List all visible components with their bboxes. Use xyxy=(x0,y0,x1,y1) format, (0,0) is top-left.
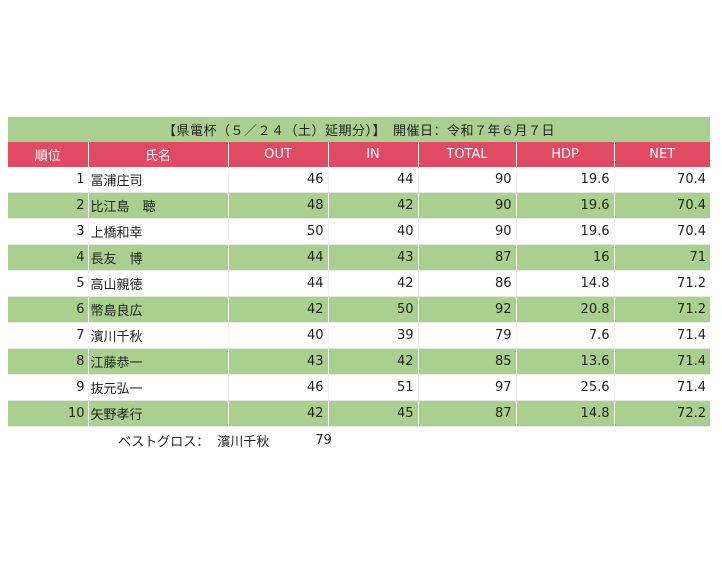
in-cell: 44 xyxy=(328,167,419,193)
rank-cell: 5 xyxy=(8,270,89,297)
total-cell: 90 xyxy=(418,192,517,219)
name-cell: 長友 博 xyxy=(88,244,229,271)
out-cell: 48 xyxy=(228,192,329,219)
rank-cell: 6 xyxy=(8,296,89,323)
header-hdp: HDP xyxy=(516,142,615,167)
name-cell: 上橋和幸 xyxy=(88,218,229,245)
in-cell: 39 xyxy=(328,322,419,349)
rank-cell: 1 xyxy=(8,167,89,193)
best-gross-name: 濱川千秋 xyxy=(217,435,270,450)
header-out: OUT xyxy=(228,142,329,167)
table-row: 9 抜元弘一 46 51 97 25.6 71.4 xyxy=(8,374,710,401)
total-cell: 86 xyxy=(418,270,517,297)
best-gross-score: 79 xyxy=(315,433,332,448)
out-cell: 44 xyxy=(228,270,329,297)
out-cell: 44 xyxy=(228,244,329,271)
header-row: 順位 氏名 OUT IN TOTAL HDP NET xyxy=(8,142,710,167)
total-cell: 92 xyxy=(418,296,517,323)
rank-cell: 3 xyxy=(8,218,89,245)
rank-cell: 10 xyxy=(8,400,89,427)
hdp-cell: 16 xyxy=(516,244,615,271)
name-cell: 高山親徳 xyxy=(88,270,229,297)
hdp-cell: 19.6 xyxy=(516,192,615,219)
table-row: 7 濱川千秋 40 39 79 7.6 71.4 xyxy=(8,322,710,349)
in-cell: 42 xyxy=(328,270,419,297)
total-cell: 79 xyxy=(418,322,517,349)
table-row: 4 長友 博 44 43 87 16 71 xyxy=(8,244,710,271)
name-cell: 幣島良広 xyxy=(88,296,229,323)
rank-cell: 2 xyxy=(8,192,89,219)
net-cell: 71 xyxy=(614,244,710,271)
table-row: 3 上橋和幸 50 40 90 19.6 70.4 xyxy=(8,218,710,245)
net-cell: 72.2 xyxy=(614,400,710,427)
table-row: 5 高山親徳 44 42 86 14.8 71.2 xyxy=(8,270,710,297)
out-cell: 43 xyxy=(228,348,329,375)
header-net: NET xyxy=(614,142,710,167)
hdp-cell: 13.6 xyxy=(516,348,615,375)
best-gross-label: ベストグロス： xyxy=(118,435,210,450)
in-cell: 45 xyxy=(328,400,419,427)
hdp-cell: 19.6 xyxy=(516,167,615,193)
total-cell: 85 xyxy=(418,348,517,375)
net-cell: 70.4 xyxy=(614,218,710,245)
in-cell: 51 xyxy=(328,374,419,401)
in-cell: 43 xyxy=(328,244,419,271)
out-cell: 40 xyxy=(228,322,329,349)
header-rank: 順位 xyxy=(8,142,89,167)
rank-cell: 4 xyxy=(8,244,89,271)
hdp-cell: 14.8 xyxy=(516,270,615,297)
results-table: 順位 氏名 OUT IN TOTAL HDP NET 1 冨浦庄司 46 44 … xyxy=(8,142,710,427)
table-row: 8 江藤恭一 43 42 85 13.6 71.4 xyxy=(8,348,710,375)
table-row: 2 比江島 聴 48 42 90 19.6 70.4 xyxy=(8,192,710,219)
out-cell: 42 xyxy=(228,296,329,323)
name-cell: 江藤恭一 xyxy=(88,348,229,375)
net-cell: 71.2 xyxy=(614,296,710,323)
table-row: 1 冨浦庄司 46 44 90 19.6 70.4 xyxy=(8,167,710,193)
hdp-cell: 7.6 xyxy=(516,322,615,349)
name-cell: 比江島 聴 xyxy=(88,192,229,219)
out-cell: 42 xyxy=(228,400,329,427)
name-cell: 濱川千秋 xyxy=(88,322,229,349)
in-cell: 50 xyxy=(328,296,419,323)
sheet-title: 【県電杯（５／２４（土）延期分）】 開催日：令和７年６月７日 xyxy=(8,117,710,142)
net-cell: 70.4 xyxy=(614,167,710,193)
net-cell: 71.4 xyxy=(614,374,710,401)
in-cell: 42 xyxy=(328,192,419,219)
hdp-cell: 25.6 xyxy=(516,374,615,401)
rank-cell: 9 xyxy=(8,374,89,401)
hdp-cell: 14.8 xyxy=(516,400,615,427)
in-cell: 42 xyxy=(328,348,419,375)
net-cell: 71.2 xyxy=(614,270,710,297)
total-cell: 87 xyxy=(418,400,517,427)
total-cell: 90 xyxy=(418,167,517,193)
name-cell: 冨浦庄司 xyxy=(88,167,229,193)
total-cell: 90 xyxy=(418,218,517,245)
out-cell: 50 xyxy=(228,218,329,245)
out-cell: 46 xyxy=(228,374,329,401)
net-cell: 70.4 xyxy=(614,192,710,219)
table-row: 6 幣島良広 42 50 92 20.8 71.2 xyxy=(8,296,710,323)
in-cell: 40 xyxy=(328,218,419,245)
rank-cell: 8 xyxy=(8,348,89,375)
best-gross-line: ベストグロス： 濱川千秋 79 xyxy=(118,431,332,450)
hdp-cell: 20.8 xyxy=(516,296,615,323)
header-in: IN xyxy=(328,142,419,167)
rank-cell: 7 xyxy=(8,322,89,349)
name-cell: 矢野孝行 xyxy=(88,400,229,427)
net-cell: 71.4 xyxy=(614,348,710,375)
header-name: 氏名 xyxy=(88,142,229,167)
total-cell: 97 xyxy=(418,374,517,401)
total-cell: 87 xyxy=(418,244,517,271)
net-cell: 71.4 xyxy=(614,322,710,349)
out-cell: 46 xyxy=(228,167,329,193)
header-total: TOTAL xyxy=(418,142,517,167)
hdp-cell: 19.6 xyxy=(516,218,615,245)
name-cell: 抜元弘一 xyxy=(88,374,229,401)
results-sheet: 【県電杯（５／２４（土）延期分）】 開催日：令和７年６月７日 順位 氏名 OUT… xyxy=(8,117,710,427)
table-row: 10 矢野孝行 42 45 87 14.8 72.2 xyxy=(8,400,710,427)
